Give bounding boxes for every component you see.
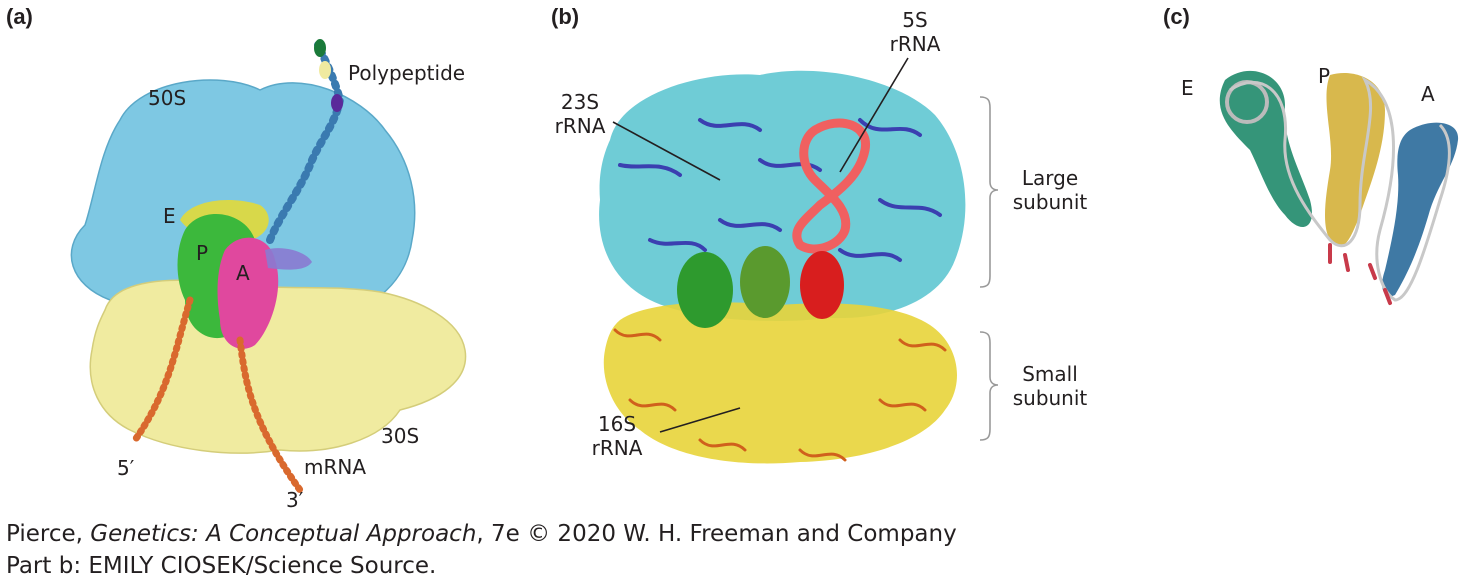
bracket-large-subunit [979,96,999,288]
credit-book-title: Genetics: A Conceptual Approach [90,521,477,547]
label-site-a-a: A [236,261,250,285]
trna-e-ribbon [1219,70,1312,227]
large-subunit-proteins [618,118,942,262]
label-site-e-c: E [1181,76,1194,100]
label-site-a-c: A [1421,82,1435,106]
trna-a-ribbon [1382,122,1459,297]
label-30s: 30S [381,424,420,448]
label-16s-line1: 16S [597,412,637,436]
ribosome-ribbon-model [599,57,999,464]
polypeptide-bead-top [314,39,326,57]
label-3prime: 3′ [286,488,304,512]
label-small-line1: Small [1022,362,1078,386]
label-16s-line2: rRNA [591,436,643,460]
label-16s-rrna: 16S rRNA [572,412,662,460]
label-23s-line2: rRNA [554,114,606,138]
trna-red-bases [1328,243,1392,305]
panel-letter-c: (c) [1163,4,1190,29]
label-23s-line1: 23S [560,90,600,114]
label-small-subunit: Small subunit [1000,362,1100,410]
trna-extra-purple-shape [265,248,312,270]
label-site-e-a: E [163,204,176,228]
label-polypeptide: Polypeptide [348,61,466,85]
label-small-line2: subunit [1012,386,1088,410]
trna-green-right [740,246,790,318]
credit-line-1: Pierce, Genetics: A Conceptual Approach,… [6,521,957,547]
label-5s-rrna: 5S rRNA [860,8,970,56]
label-site-p-c: P [1318,64,1331,88]
trna-p-ribbon [1325,73,1385,247]
credit-prefix: Pierce, [6,521,91,547]
mrna-chain-3prime [236,336,304,494]
panel-letter-a: (a) [6,4,33,29]
label-23s-rrna: 23S rRNA [535,90,625,138]
bracket-small-subunit [979,331,999,441]
trna-a-site-shape [217,237,279,349]
panel-letter-b: (b) [551,4,580,29]
label-large-subunit: Large subunit [1000,166,1100,214]
label-5s-line1: 5S [902,8,928,32]
leader-16s [659,407,741,433]
polypeptide-bead [319,61,331,79]
label-mrna: mRNA [304,455,367,479]
label-site-p-a: P [196,241,209,265]
label-50s: 50S [148,86,187,110]
polypeptide-bead [331,94,343,112]
label-large-line2: subunit [1012,190,1088,214]
credit-line-2: Part b: EMILY CIOSEK/Science Source. [6,553,437,579]
trna-green-left [677,252,733,328]
mrna-chain [131,296,194,444]
credit-suffix: , 7e © 2020 W. H. Freeman and Company [476,521,957,547]
label-5s-line2: rRNA [889,32,941,56]
trna-red [800,251,844,319]
polypeptide-chain [266,41,345,244]
leader-5s [839,57,909,173]
trna-backbone [1229,76,1451,302]
label-5prime: 5′ [117,456,135,480]
leader-23s [612,121,721,181]
trna-ribbon-model [1219,70,1459,305]
small-subunit-proteins [613,328,947,462]
ribosome-surface-model [70,39,467,494]
label-large-line1: Large [1021,166,1079,190]
rrna-5s-ribbon [792,118,870,254]
